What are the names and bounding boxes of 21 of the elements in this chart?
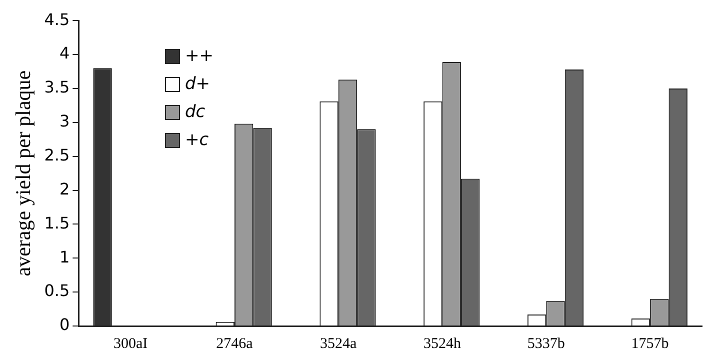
legend-label: d+ bbox=[185, 74, 210, 94]
x-tick-label: 3524a bbox=[320, 336, 358, 352]
x-tick-label: 300aI bbox=[114, 336, 148, 352]
x-tick-label: 3524h bbox=[424, 336, 462, 352]
y-tick-label: 2 bbox=[59, 179, 70, 198]
x-tick-label: 5337b bbox=[527, 336, 565, 352]
y-tick-label: 4 bbox=[59, 44, 70, 63]
legend-label: +c bbox=[185, 130, 209, 150]
y-axis-title: average yield per plaque bbox=[11, 70, 36, 276]
y-tick-label: 3.5 bbox=[44, 78, 70, 97]
y-tick-label: 3 bbox=[59, 112, 70, 131]
legend-label: dc bbox=[185, 102, 206, 122]
x-tick-label: 2746a bbox=[216, 336, 254, 352]
y-tick-label: 4.5 bbox=[44, 10, 70, 29]
x-tick-label: 1757b bbox=[631, 336, 669, 352]
legend-label: ++ bbox=[185, 46, 214, 66]
y-tick-label: 2.5 bbox=[44, 145, 70, 164]
y-tick-label: 0.5 bbox=[44, 281, 70, 300]
y-tick-label: 1.5 bbox=[44, 213, 70, 232]
y-tick-label: 0 bbox=[59, 315, 70, 334]
y-tick-label: 1 bbox=[59, 247, 70, 266]
